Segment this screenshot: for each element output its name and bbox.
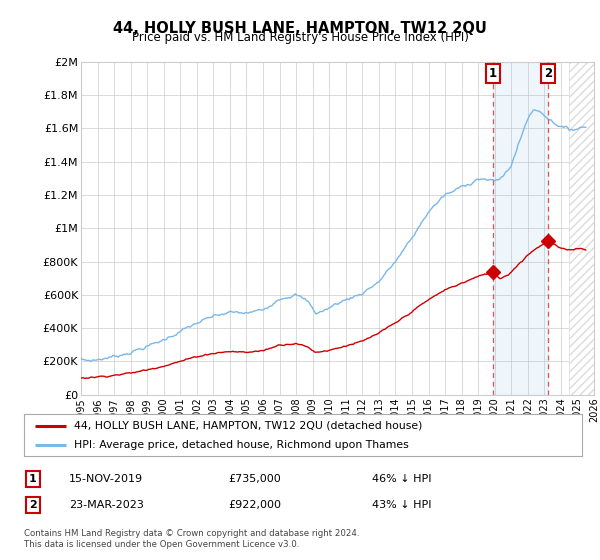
Text: 43% ↓ HPI: 43% ↓ HPI: [372, 500, 431, 510]
Bar: [569, 62, 594, 395]
Text: 44, HOLLY BUSH LANE, HAMPTON, TW12 2QU: 44, HOLLY BUSH LANE, HAMPTON, TW12 2QU: [113, 21, 487, 36]
Text: 2: 2: [544, 67, 552, 80]
Text: £922,000: £922,000: [228, 500, 281, 510]
Text: HPI: Average price, detached house, Richmond upon Thames: HPI: Average price, detached house, Rich…: [74, 440, 409, 450]
Text: 1: 1: [488, 67, 497, 80]
Text: Contains HM Land Registry data © Crown copyright and database right 2024.
This d: Contains HM Land Registry data © Crown c…: [24, 529, 359, 549]
Text: 15-NOV-2019: 15-NOV-2019: [69, 474, 143, 484]
Bar: [493, 62, 548, 395]
Text: 1: 1: [29, 474, 37, 484]
Text: 44, HOLLY BUSH LANE, HAMPTON, TW12 2QU (detached house): 44, HOLLY BUSH LANE, HAMPTON, TW12 2QU (…: [74, 421, 422, 431]
Bar: [569, 62, 594, 395]
Text: 2: 2: [29, 500, 37, 510]
Text: 23-MAR-2023: 23-MAR-2023: [69, 500, 144, 510]
Text: £735,000: £735,000: [228, 474, 281, 484]
Text: 46% ↓ HPI: 46% ↓ HPI: [372, 474, 431, 484]
Text: Price paid vs. HM Land Registry's House Price Index (HPI): Price paid vs. HM Land Registry's House …: [131, 31, 469, 44]
